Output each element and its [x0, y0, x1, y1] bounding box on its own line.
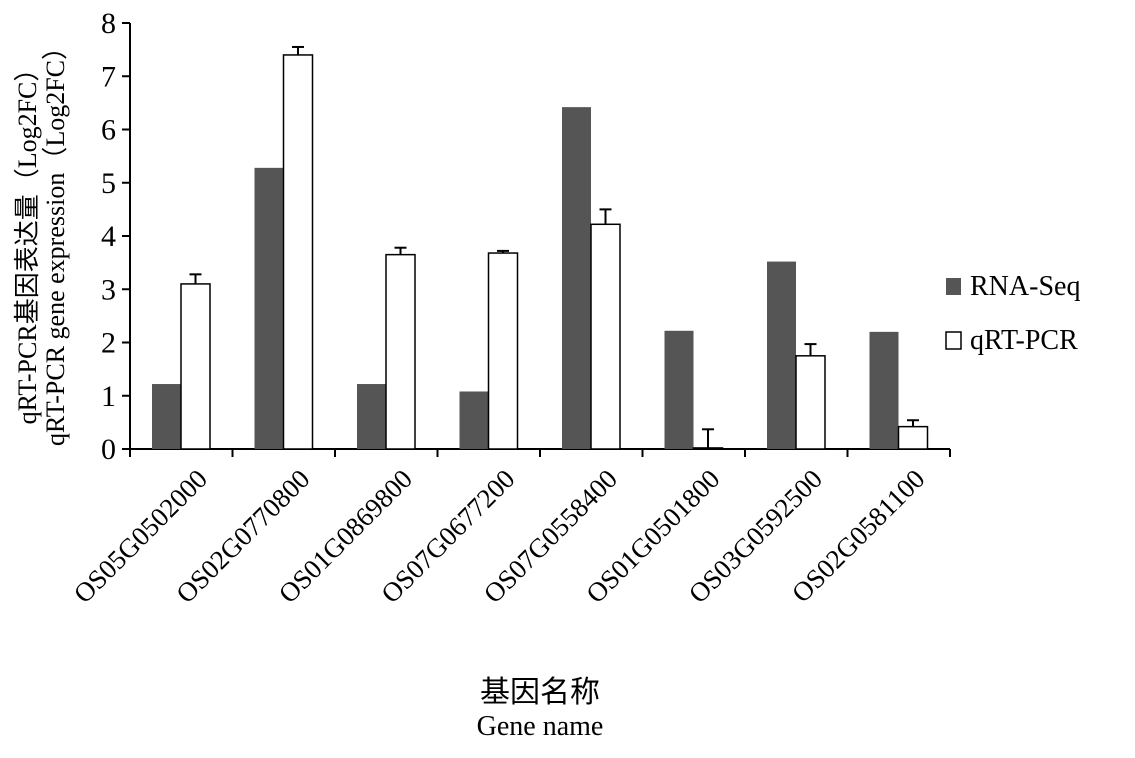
y-tick-label: 5 — [101, 167, 116, 200]
bar — [590, 223, 621, 450]
bar — [869, 331, 899, 449]
bar — [897, 425, 929, 450]
error-bar — [907, 419, 919, 427]
y-tick-label: 6 — [101, 114, 116, 147]
bar — [767, 261, 796, 449]
error-bar — [189, 273, 202, 284]
y-tick-label: 1 — [101, 380, 116, 413]
error-bar — [702, 428, 714, 448]
y-tick-label: 2 — [101, 327, 116, 360]
bar — [692, 447, 724, 450]
x-axis-title-en: Gene name — [477, 711, 604, 742]
legend-label: qRT-PCR — [970, 325, 1078, 356]
bar — [254, 167, 284, 449]
legend-swatch — [945, 331, 962, 350]
y-tick-label: 4 — [101, 220, 116, 253]
bar — [180, 283, 211, 450]
error-bar — [497, 249, 509, 254]
legend-swatch — [946, 278, 961, 295]
y-axis-title-en: qRT-PCR gene expression（Log2FC） — [41, 34, 70, 446]
y-tick-label: 3 — [101, 273, 116, 306]
y-tick-label: 0 — [101, 433, 116, 466]
y-tick-label: 8 — [101, 7, 116, 40]
bar — [152, 384, 181, 449]
bar — [562, 107, 591, 449]
bar — [795, 355, 826, 450]
error-bar — [599, 208, 612, 225]
bar — [664, 330, 694, 449]
bar — [385, 253, 416, 450]
y-tick-label: 7 — [101, 60, 116, 93]
x-axis-title-zh: 基因名称 — [480, 676, 600, 709]
error-bar — [292, 45, 304, 55]
bar — [282, 54, 314, 450]
bar — [357, 384, 386, 449]
bar — [487, 252, 519, 450]
legend-label: RNA-Seq — [970, 271, 1080, 302]
error-bar — [804, 343, 817, 356]
bar — [459, 391, 489, 449]
error-bar — [394, 246, 407, 255]
y-axis-title: qRT-PCR基因表达量（Log2FC） qRT-PCR gene expres… — [13, 34, 70, 446]
y-axis-title-zh: qRT-PCR基因表达量（Log2FC） — [13, 56, 42, 425]
